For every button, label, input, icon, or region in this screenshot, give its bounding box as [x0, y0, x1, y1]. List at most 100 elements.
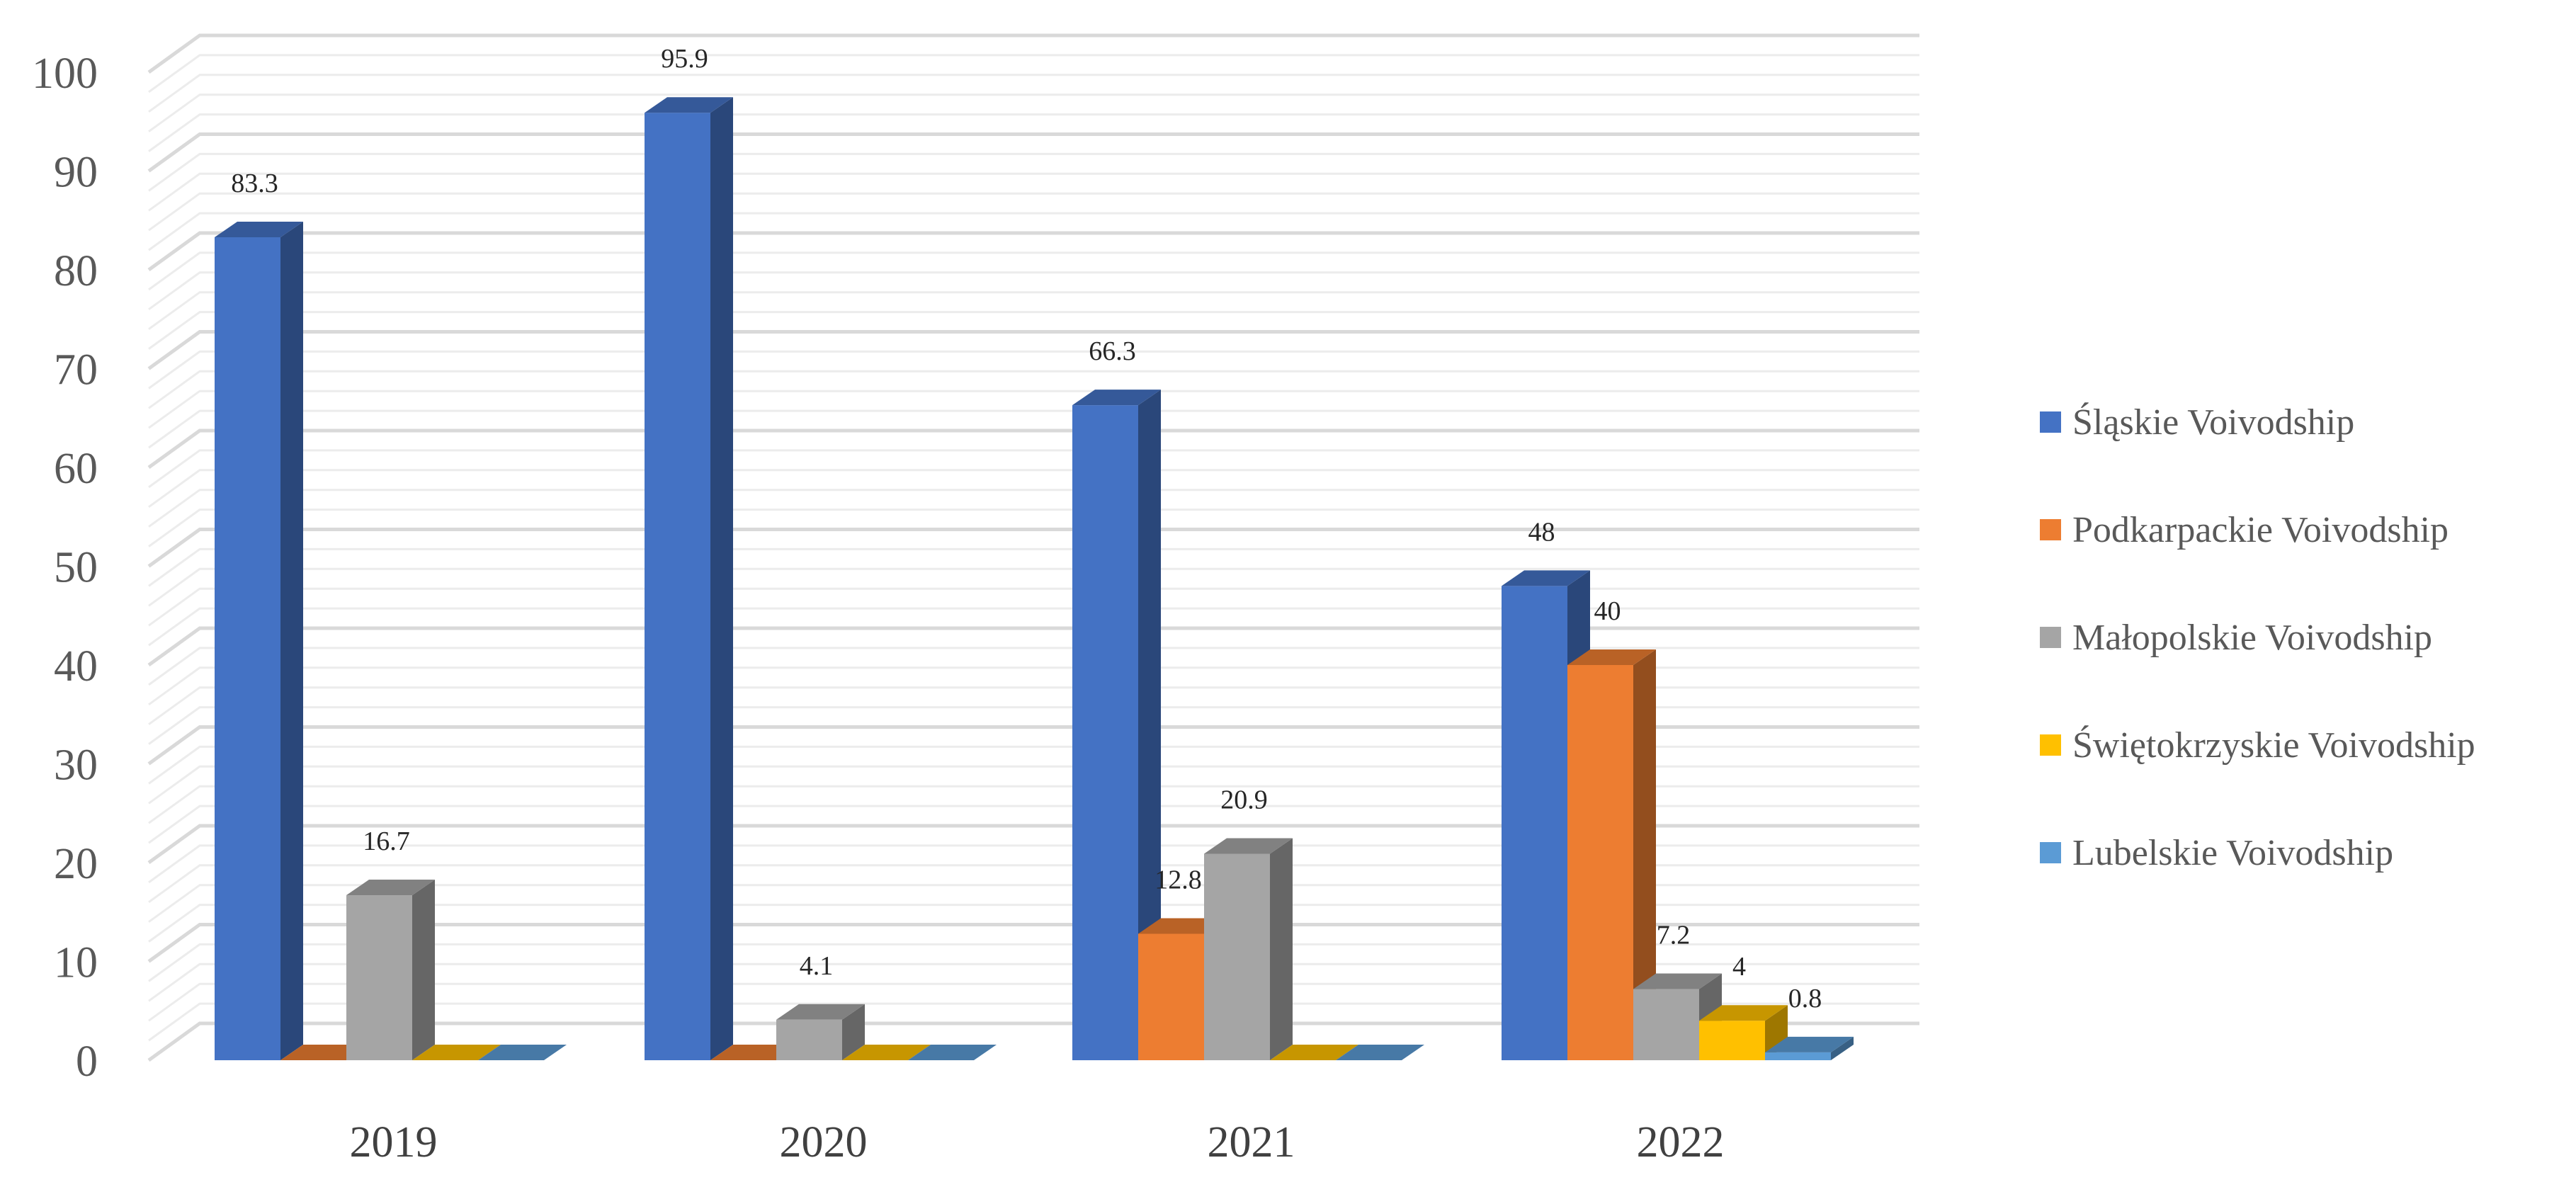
bar-front: [1567, 665, 1633, 1060]
x-axis: 2019 2020 2021 2022: [350, 1118, 1725, 1166]
data-label: 83.3: [231, 169, 278, 198]
bar-top: [1270, 1045, 1358, 1060]
gridline: [147, 1021, 1919, 1062]
data-label: 4.1: [800, 951, 834, 981]
gridline: [148, 982, 1919, 1022]
bar-side: [710, 97, 733, 1060]
gridline: [148, 745, 1919, 785]
bar-front: [1072, 405, 1138, 1060]
gridline: [148, 647, 1919, 686]
data-labels: 83.3 95.9 66.3 48 12.8 40 16.7 4.1 20.9 7.2 4 0.8: [231, 44, 1822, 1013]
bar: [842, 1045, 931, 1060]
bar-side: [1270, 838, 1293, 1060]
gridline: [148, 547, 1919, 587]
legend-swatch: [2040, 519, 2061, 540]
data-label: 66.3: [1089, 336, 1136, 366]
legend-item: Podkarpackie Voivodship: [2040, 476, 2564, 584]
gridline: [148, 370, 1919, 409]
gridline: [147, 330, 1919, 370]
bar-top: [1765, 1036, 1854, 1052]
data-label: 0.8: [1788, 984, 1822, 1013]
bar-top: [1633, 973, 1722, 989]
legend-item: Świętokrzyskie Voivodship: [2040, 691, 2564, 799]
bar: [1204, 838, 1293, 1060]
bar-side: [842, 1004, 865, 1060]
bar: [412, 1045, 501, 1060]
gridline: [147, 923, 1919, 963]
bar-top: [1567, 649, 1656, 665]
gridline: [148, 113, 1919, 152]
gridline: [148, 1002, 1919, 1042]
gridline: [147, 132, 1919, 173]
y-tick-label: 100: [32, 50, 98, 98]
bar-top: [1336, 1045, 1424, 1060]
bar-top: [645, 97, 733, 113]
bar: [215, 221, 303, 1061]
data-label: 48: [1528, 517, 1555, 547]
bar: [346, 880, 435, 1060]
y-tick-label: 10: [54, 939, 98, 987]
legend-item: Lubelskie Voivodship: [2040, 799, 2564, 907]
data-label: 12.8: [1154, 865, 1202, 894]
bar: [1072, 390, 1161, 1060]
y-tick-label: 90: [54, 149, 98, 197]
bar-side: [1138, 390, 1161, 1060]
bar: [776, 1004, 865, 1060]
bar-front: [1699, 1021, 1765, 1060]
bar-top: [1204, 838, 1293, 854]
bar-top: [412, 1045, 501, 1060]
bars: [215, 97, 1854, 1061]
legend-swatch: [2040, 627, 2061, 648]
y-tick-label: 80: [54, 247, 98, 295]
gridline: [148, 904, 1919, 943]
gridline: [147, 231, 1919, 272]
gridline: [147, 528, 1919, 568]
y-tick-label: 70: [54, 346, 98, 394]
gridline: [148, 271, 1919, 311]
bar-front: [1204, 853, 1270, 1060]
bar-front: [1765, 1052, 1831, 1060]
y-tick-label: 40: [54, 642, 98, 691]
legend-label: Świętokrzyskie Voivodship: [2072, 725, 2475, 766]
x-tick-label: 2019: [350, 1118, 438, 1166]
bar: [1633, 973, 1722, 1060]
gridline: [148, 54, 1919, 93]
gridline: [148, 409, 1919, 449]
data-label: 20.9: [1220, 785, 1268, 814]
gridline: [148, 587, 1919, 627]
gridline: [147, 824, 1919, 865]
bar: [645, 97, 733, 1060]
gridline: [148, 844, 1919, 884]
bar-top: [215, 221, 303, 237]
bar-side: [412, 880, 435, 1060]
gridline: [148, 489, 1919, 528]
bar-top: [908, 1045, 997, 1060]
legend: Śląskie Voivodship Podkarpackie Voivodshi…: [2040, 368, 2564, 907]
bar-top: [1699, 1005, 1788, 1021]
gridline: [148, 390, 1919, 429]
gridline: [148, 884, 1919, 923]
gridline: [148, 509, 1919, 547]
gridline: [148, 686, 1919, 725]
bar: [1270, 1045, 1358, 1060]
gridline: [148, 311, 1919, 350]
gridline: [148, 192, 1919, 232]
bar-top: [478, 1045, 567, 1060]
data-label: 7.2: [1657, 921, 1691, 950]
legend-label: Śląskie Voivodship: [2072, 402, 2355, 443]
gridline: [148, 666, 1919, 706]
y-tick-label: 20: [54, 840, 98, 888]
gridline: [148, 212, 1919, 251]
gridline: [148, 469, 1919, 509]
gridline: [147, 33, 1919, 74]
gridline: [148, 864, 1919, 904]
gridline: [147, 626, 1919, 667]
gridline: [148, 251, 1919, 291]
data-label: 16.7: [363, 827, 410, 856]
gridline: [148, 943, 1919, 982]
gridline: [148, 152, 1919, 192]
gridline: [148, 93, 1919, 132]
bar-side: [280, 221, 303, 1061]
gridlines: [147, 33, 1919, 1062]
